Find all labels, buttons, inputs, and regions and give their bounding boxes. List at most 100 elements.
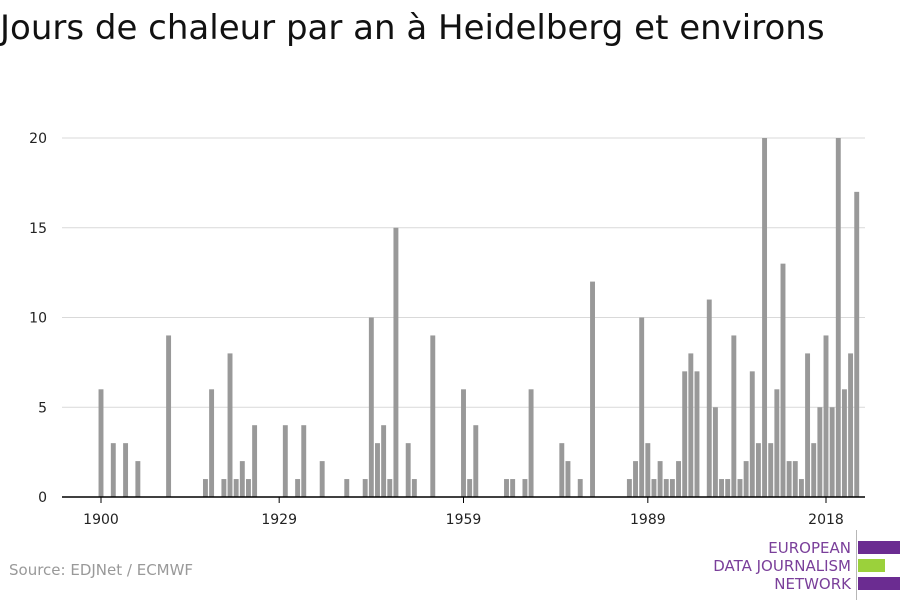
bar-1921 bbox=[227, 353, 233, 497]
gridlines bbox=[62, 137, 865, 408]
bar-1930 bbox=[282, 425, 288, 497]
bar-1951 bbox=[411, 479, 417, 497]
bar-2020 bbox=[835, 138, 841, 497]
logo-bar-bottom bbox=[858, 577, 900, 590]
bar-1900 bbox=[98, 389, 104, 497]
bar-1993 bbox=[669, 479, 675, 497]
bar-2001 bbox=[719, 479, 725, 497]
logo-bar-top bbox=[858, 541, 900, 554]
y-tick-label-20: 20 bbox=[29, 131, 47, 147]
bar-1991 bbox=[657, 461, 663, 497]
bar-2011 bbox=[780, 263, 786, 497]
y-tick-label-10: 10 bbox=[29, 311, 47, 327]
bar-2019 bbox=[829, 407, 835, 497]
bar-1997 bbox=[694, 371, 700, 497]
bar-1989 bbox=[645, 443, 651, 497]
logo-text-european: EUROPEAN bbox=[768, 539, 851, 557]
logo-bar-middle bbox=[858, 559, 885, 572]
bar-1978 bbox=[577, 479, 583, 497]
bar-2003 bbox=[731, 335, 737, 497]
bar-1992 bbox=[663, 479, 669, 497]
bar-2006 bbox=[749, 371, 755, 497]
bar-1995 bbox=[682, 371, 688, 497]
bar-2005 bbox=[743, 461, 749, 497]
bar-1920 bbox=[221, 479, 227, 497]
bar-1946 bbox=[381, 425, 387, 497]
bar-1976 bbox=[565, 461, 571, 497]
x-tick-label-1929: 1929 bbox=[261, 512, 297, 528]
bar-1988 bbox=[639, 317, 645, 497]
y-tick-label-15: 15 bbox=[29, 221, 47, 237]
bar-1970 bbox=[528, 389, 534, 497]
bar-1906 bbox=[135, 461, 141, 497]
bar-1933 bbox=[301, 425, 307, 497]
x-axis bbox=[62, 496, 865, 503]
bar-1944 bbox=[368, 317, 374, 497]
bar-2023 bbox=[854, 191, 860, 497]
bar-1959 bbox=[461, 389, 466, 497]
chart-title: Jours de chaleur par an à Heidelberg et … bbox=[0, 8, 825, 48]
y-tick-label-5: 5 bbox=[38, 400, 47, 416]
bar-1925 bbox=[252, 425, 258, 497]
x-tick-label-1989: 1989 bbox=[630, 512, 666, 528]
bar-2007 bbox=[755, 443, 761, 497]
bar-1950 bbox=[405, 443, 411, 497]
bar-1917 bbox=[202, 479, 208, 497]
bar-1904 bbox=[123, 443, 129, 497]
bar-1987 bbox=[633, 461, 638, 497]
bars bbox=[98, 138, 860, 497]
bar-1947 bbox=[387, 479, 393, 497]
logo-divider bbox=[856, 530, 857, 600]
bar-2013 bbox=[792, 461, 798, 497]
bar-2021 bbox=[841, 389, 847, 497]
edjnet-logo: EUROPEAN DATA JOURNALISM NETWORK bbox=[700, 530, 900, 600]
source-credit: Source: EDJNet / ECMWF bbox=[9, 561, 194, 579]
bar-1943 bbox=[362, 479, 368, 497]
bar-1960 bbox=[467, 479, 473, 497]
logo-text-network: NETWORK bbox=[774, 575, 851, 593]
bar-1975 bbox=[559, 443, 565, 497]
x-tick-label-1900: 1900 bbox=[83, 512, 119, 528]
bar-2014 bbox=[798, 479, 804, 497]
bar-1961 bbox=[473, 425, 479, 497]
bar-1994 bbox=[676, 461, 681, 497]
bar-1924 bbox=[246, 479, 251, 497]
bar-1902 bbox=[110, 443, 116, 497]
bar-2022 bbox=[848, 353, 854, 497]
bar-1918 bbox=[209, 389, 215, 497]
bar-2017 bbox=[817, 407, 823, 497]
bar-1967 bbox=[510, 479, 516, 497]
bar-2018 bbox=[823, 335, 829, 497]
bar-2016 bbox=[811, 443, 817, 497]
bar-2008 bbox=[762, 138, 768, 497]
bar-2000 bbox=[712, 407, 718, 497]
bar-2012 bbox=[786, 461, 792, 497]
bar-1940 bbox=[344, 479, 350, 497]
bar-1911 bbox=[166, 335, 172, 497]
bar-2010 bbox=[774, 389, 780, 497]
bar-1990 bbox=[651, 479, 657, 497]
bar-2004 bbox=[737, 479, 743, 497]
x-tick-label-1959: 1959 bbox=[446, 512, 482, 528]
bar-1999 bbox=[706, 299, 712, 497]
bar-1923 bbox=[239, 461, 245, 497]
bar-1980 bbox=[590, 281, 595, 497]
bar-1954 bbox=[430, 335, 436, 497]
bar-2009 bbox=[768, 443, 774, 497]
bar-2015 bbox=[805, 353, 811, 497]
bar-1932 bbox=[295, 479, 301, 497]
x-axis-tick-labels: 1900 1929 1959 1989 2018 bbox=[83, 512, 844, 528]
bar-2002 bbox=[725, 479, 731, 497]
bar-1969 bbox=[522, 479, 528, 497]
bar-1966 bbox=[504, 479, 509, 497]
bar-1948 bbox=[393, 227, 399, 497]
logo-text-data-journalism: DATA JOURNALISM bbox=[713, 557, 851, 575]
y-tick-label-0: 0 bbox=[38, 490, 47, 506]
bar-1945 bbox=[375, 443, 380, 497]
x-tick-label-2018: 2018 bbox=[808, 512, 844, 528]
bar-1996 bbox=[688, 353, 694, 497]
y-axis-tick-labels: 0 5 10 15 20 bbox=[29, 131, 47, 506]
bar-1986 bbox=[626, 479, 632, 497]
bar-1922 bbox=[233, 479, 239, 497]
